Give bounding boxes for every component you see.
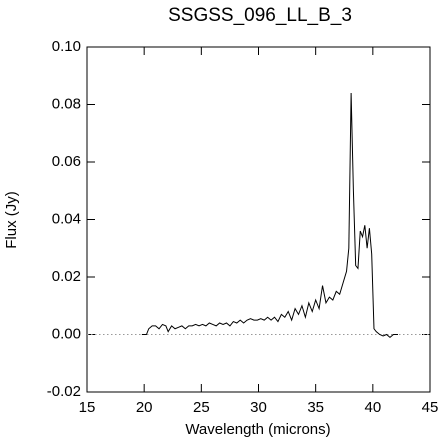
x-tick-label: 45 (422, 399, 439, 416)
y-tick-label: 0.10 (52, 38, 81, 55)
x-tick-label: 30 (250, 399, 267, 416)
x-tick-label: 35 (307, 399, 324, 416)
y-tick-label: 0.08 (52, 95, 81, 112)
x-tick-label: 15 (79, 399, 96, 416)
y-tick-label: 0.06 (52, 153, 81, 170)
y-tick-label: 0.02 (52, 268, 81, 285)
x-tick-label: 40 (364, 399, 381, 416)
y-axis-label: Flux (Jy) (3, 191, 20, 249)
y-tick-label: 0.00 (52, 325, 81, 342)
chart-title: SSGSS_096_LL_B_3 (168, 5, 352, 26)
x-tick-label: 25 (193, 399, 210, 416)
x-tick-label: 20 (136, 399, 153, 416)
spectrum-line (141, 92, 398, 339)
y-tick-label: -0.02 (47, 383, 81, 400)
plot-frame (86, 46, 431, 393)
y-tick-label: 0.04 (52, 210, 81, 227)
x-axis-label: Wavelength (microns) (185, 421, 330, 438)
